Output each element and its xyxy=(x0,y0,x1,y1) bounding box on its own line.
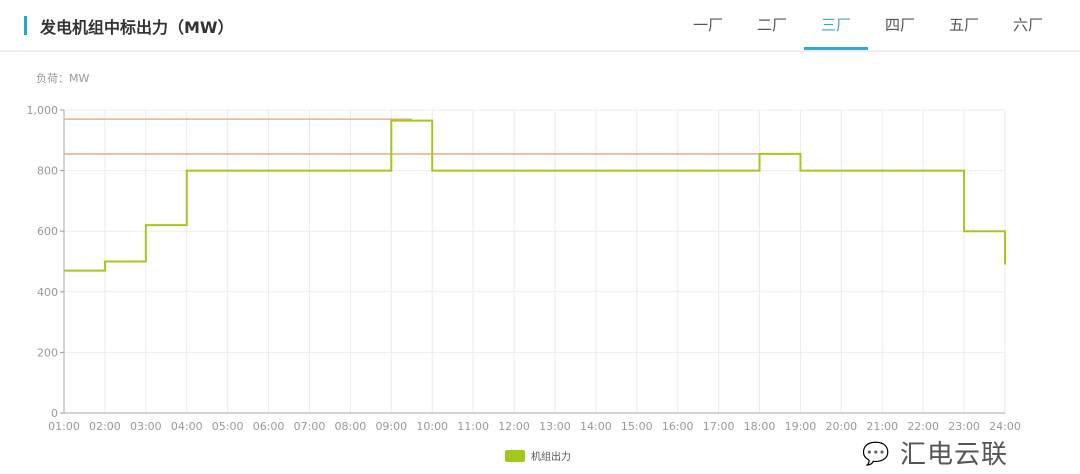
x-tick-label: 06:00 xyxy=(253,420,285,433)
x-tick-label: 15:00 xyxy=(621,420,653,433)
watermark: 汇电云联 xyxy=(900,440,1009,470)
x-tick-label: 11:00 xyxy=(457,420,489,433)
x-tick-label: 13:00 xyxy=(539,420,571,433)
x-tick-label: 18:00 xyxy=(744,420,776,433)
legend-label: 机组出力 xyxy=(531,452,571,463)
page-title: 发电机组中标出力（MW） xyxy=(40,18,234,37)
tab-1[interactable]: 一厂 xyxy=(692,16,723,34)
wechat-icon: 💬 xyxy=(862,442,890,467)
y-tick-label: 400 xyxy=(37,286,58,299)
y-tick-label: 800 xyxy=(37,165,58,178)
x-tick-label: 05:00 xyxy=(212,420,244,433)
tab-6[interactable]: 六厂 xyxy=(1012,16,1043,34)
x-tick-label: 14:00 xyxy=(580,420,612,433)
x-tick-label: 01:00 xyxy=(48,420,80,433)
legend-swatch xyxy=(505,449,525,462)
x-tick-label: 19:00 xyxy=(785,420,817,433)
x-tick-label: 12:00 xyxy=(498,420,530,433)
plant-tabs: 一厂 二厂 三厂 四厂 五厂 六厂 xyxy=(676,0,1060,52)
x-tick-label: 03:00 xyxy=(130,420,162,433)
x-tick-label: 17:00 xyxy=(703,420,735,433)
title-accent-bar xyxy=(24,16,27,35)
x-tick-label: 16:00 xyxy=(662,420,694,433)
y-axis-label: 负荷：MW xyxy=(36,72,90,85)
y-tick-label: 0 xyxy=(51,407,58,420)
x-tick-label: 21:00 xyxy=(866,420,898,433)
x-tick-label: 08:00 xyxy=(335,420,367,433)
tab-3[interactable]: 三厂 xyxy=(804,0,868,52)
x-tick-label: 09:00 xyxy=(375,420,407,433)
x-tick-label: 02:00 xyxy=(89,420,121,433)
legend-item[interactable]: 机组出力 xyxy=(505,448,571,463)
x-tick-label: 07:00 xyxy=(294,420,326,433)
x-tick-label: 23:00 xyxy=(948,420,980,433)
x-tick-label: 04:00 xyxy=(171,420,203,433)
tab-4[interactable]: 四厂 xyxy=(884,16,915,34)
header: 发电机组中标出力（MW） 一厂 二厂 三厂 四厂 五厂 六厂 xyxy=(0,0,1080,52)
y-tick-label: 1,000 xyxy=(27,104,59,117)
x-tick-label: 22:00 xyxy=(907,420,939,433)
tab-5[interactable]: 五厂 xyxy=(948,16,979,34)
y-tick-label: 200 xyxy=(37,346,58,359)
x-tick-label: 24:00 xyxy=(989,420,1021,433)
tab-2[interactable]: 二厂 xyxy=(756,16,787,34)
y-tick-label: 600 xyxy=(37,225,58,238)
series-line xyxy=(64,119,1006,272)
x-tick-label: 20:00 xyxy=(825,420,857,433)
x-tick-label: 10:00 xyxy=(416,420,448,433)
